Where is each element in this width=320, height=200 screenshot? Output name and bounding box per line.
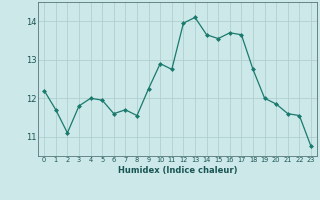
X-axis label: Humidex (Indice chaleur): Humidex (Indice chaleur): [118, 166, 237, 175]
